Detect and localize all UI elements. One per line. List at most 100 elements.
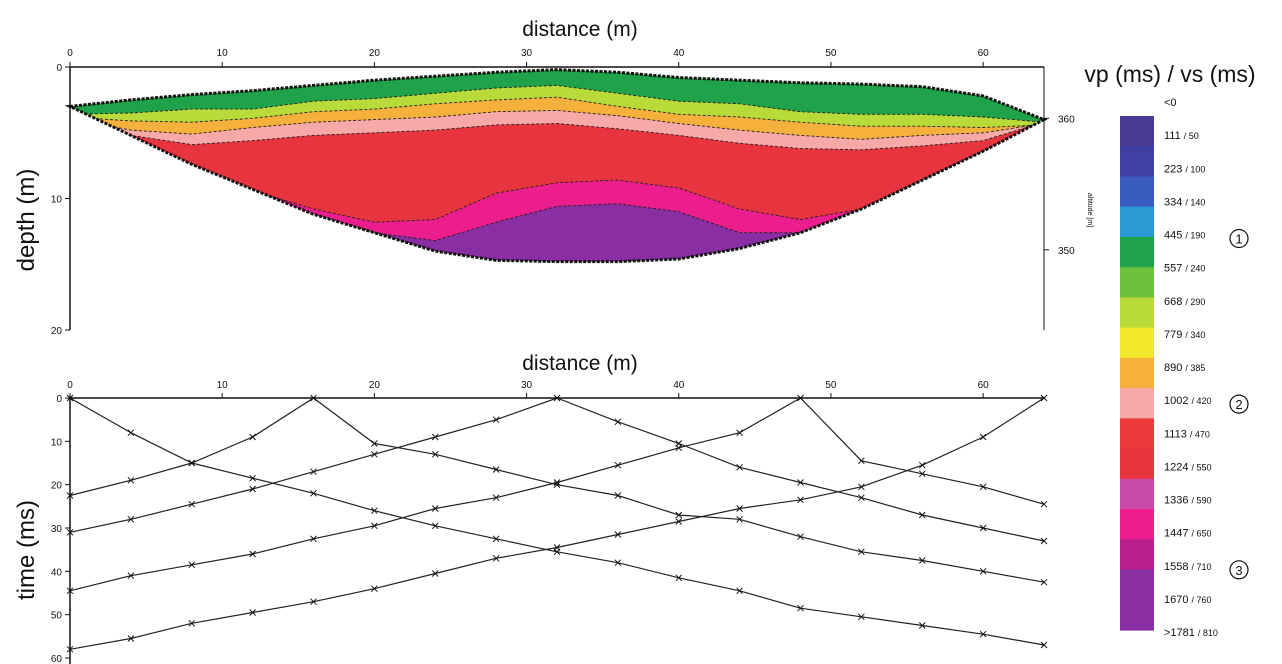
colorbar-label: >1781/ 810 — [1164, 627, 1218, 639]
top-y-tick-label: 20 — [51, 326, 63, 337]
traveltime-line — [69, 397, 1045, 650]
colorbar-label: 1447/ 650 — [1164, 528, 1212, 540]
altitude-ticks: 360 350 — [1044, 114, 1075, 257]
bottom-y-tick-label: 20 — [51, 481, 63, 492]
traveltime-series — [66, 394, 1048, 653]
altitude-tick-label: 350 — [1058, 246, 1075, 257]
colorbar-labels: <0 111/ 50 223/ 100 334/ 140 445/ 190 557/ 24… — [1164, 97, 1218, 639]
traveltime-point — [918, 557, 926, 564]
top-x-ticks: 0 10 20 30 40 50 60 — [67, 48, 989, 67]
traveltime-point — [249, 474, 256, 482]
zone-marker-label: 3 — [1235, 563, 1242, 578]
bottom-y-tick-label: 50 — [51, 611, 63, 622]
traveltime-point — [127, 515, 135, 523]
velocity-contour — [70, 109, 1044, 140]
traveltime-point — [858, 483, 865, 491]
traveltime-point — [127, 572, 135, 580]
colorbar-vp: 334 — [1164, 196, 1182, 208]
traveltime-point — [188, 500, 196, 508]
traveltime-point — [66, 645, 74, 653]
traveltime-point — [736, 463, 743, 471]
top-x-tick-label: 20 — [369, 48, 381, 59]
colorbar-label: 779/ 340 — [1164, 329, 1205, 341]
colorbar-vp: 1002 — [1164, 395, 1188, 407]
top-y-tick-label: 10 — [51, 195, 63, 206]
traveltime-point — [1040, 394, 1048, 402]
bottom-y-tick-label: 0 — [56, 394, 62, 405]
altitude-tick-label: 360 — [1058, 114, 1075, 125]
colorbar-swatch — [1120, 176, 1154, 208]
traveltime-point — [249, 485, 256, 493]
traveltime-point — [918, 461, 926, 469]
traveltime-point — [188, 459, 196, 467]
colorbar-vs: / 650 — [1191, 529, 1211, 539]
bottom-x-tick-label: 0 — [67, 380, 73, 391]
colorbar-swatch — [1120, 327, 1154, 359]
colorbar-vp: 890 — [1164, 362, 1182, 374]
traveltime-point — [431, 505, 439, 512]
top-x-tick-label: 50 — [825, 48, 837, 59]
colorbar-label: 334/ 140 — [1164, 196, 1205, 208]
colorbar-vp: >1781 — [1164, 627, 1195, 639]
colorbar-swatch — [1120, 478, 1154, 510]
bottom-x-tick-label: 30 — [521, 380, 533, 391]
colorbar-swatch — [1120, 509, 1154, 540]
traveltime-point — [492, 554, 500, 562]
traveltime-point — [492, 535, 500, 543]
traveltime-point — [310, 535, 317, 543]
traveltime-point — [614, 418, 622, 426]
traveltime-panel: distance (m) 0 10 20 30 40 50 60 0 10 20 30 40 50 60… — [13, 352, 1048, 664]
colorbar-swatch — [1120, 206, 1154, 238]
colorbar-vs: / 385 — [1185, 363, 1205, 373]
colorbar-vs: / 590 — [1191, 496, 1211, 506]
bottom-y-ticks: 0 10 20 30 40 50 60 — [51, 394, 70, 664]
bottom-x-tick-label: 60 — [978, 380, 990, 391]
colorbar-swatch — [1120, 569, 1154, 601]
traveltime-point — [797, 604, 804, 612]
traveltime-point — [858, 457, 865, 465]
traveltime-point — [675, 444, 683, 452]
bottom-ylabel: time (ms) — [13, 500, 40, 600]
traveltime-point — [431, 570, 439, 577]
bottom-y-tick-label: 40 — [51, 567, 63, 578]
traveltime-point — [736, 515, 743, 523]
traveltime-point — [66, 587, 74, 595]
traveltime-point — [736, 429, 743, 437]
traveltime-point — [979, 433, 987, 441]
colorbar-swatch — [1120, 388, 1154, 419]
traveltime-point — [310, 598, 317, 606]
colorbar-label: 445/ 190 — [1164, 230, 1205, 242]
colorbar-label: 1002/ 420 — [1164, 395, 1212, 407]
traveltime-point — [1040, 578, 1048, 586]
velocity-contour — [70, 96, 1044, 128]
colorbar-vs: / 50 — [1184, 131, 1199, 141]
colorbar-swatch — [1120, 448, 1154, 480]
colorbar-swatch — [1120, 357, 1154, 389]
colorbar-label: 1224/ 550 — [1164, 461, 1212, 473]
colorbar-label: 557/ 240 — [1164, 263, 1205, 275]
bottom-x-ticks: 0 10 20 30 40 50 60 — [67, 380, 989, 398]
traveltime-point — [918, 470, 926, 478]
velocity-contour — [70, 84, 1044, 123]
traveltime-point — [675, 518, 683, 525]
bottom-y-tick-label: 60 — [51, 654, 63, 664]
traveltime-line — [69, 397, 1045, 583]
colorbar-swatch — [1120, 116, 1154, 147]
velocity-layers — [70, 69, 1044, 262]
colorbar-vs: / 470 — [1190, 429, 1210, 439]
traveltime-point — [918, 511, 926, 519]
traveltime-point — [249, 550, 256, 558]
altitude-axis-label: altitude [m] — [1086, 193, 1093, 227]
colorbar-label: 1113/ 470 — [1164, 428, 1210, 440]
traveltime-point — [127, 476, 135, 484]
colorbar-vp: 1336 — [1164, 495, 1188, 507]
colorbar-vp: 1558 — [1164, 561, 1188, 573]
colorbar-label: 223/ 100 — [1164, 163, 1205, 175]
traveltime-point — [492, 416, 500, 424]
colorbar-label: 890/ 385 — [1164, 362, 1205, 374]
bottom-xlabel: distance (m) — [522, 352, 638, 375]
traveltime-point — [371, 440, 378, 447]
top-xlabel: distance (m) — [522, 18, 638, 41]
